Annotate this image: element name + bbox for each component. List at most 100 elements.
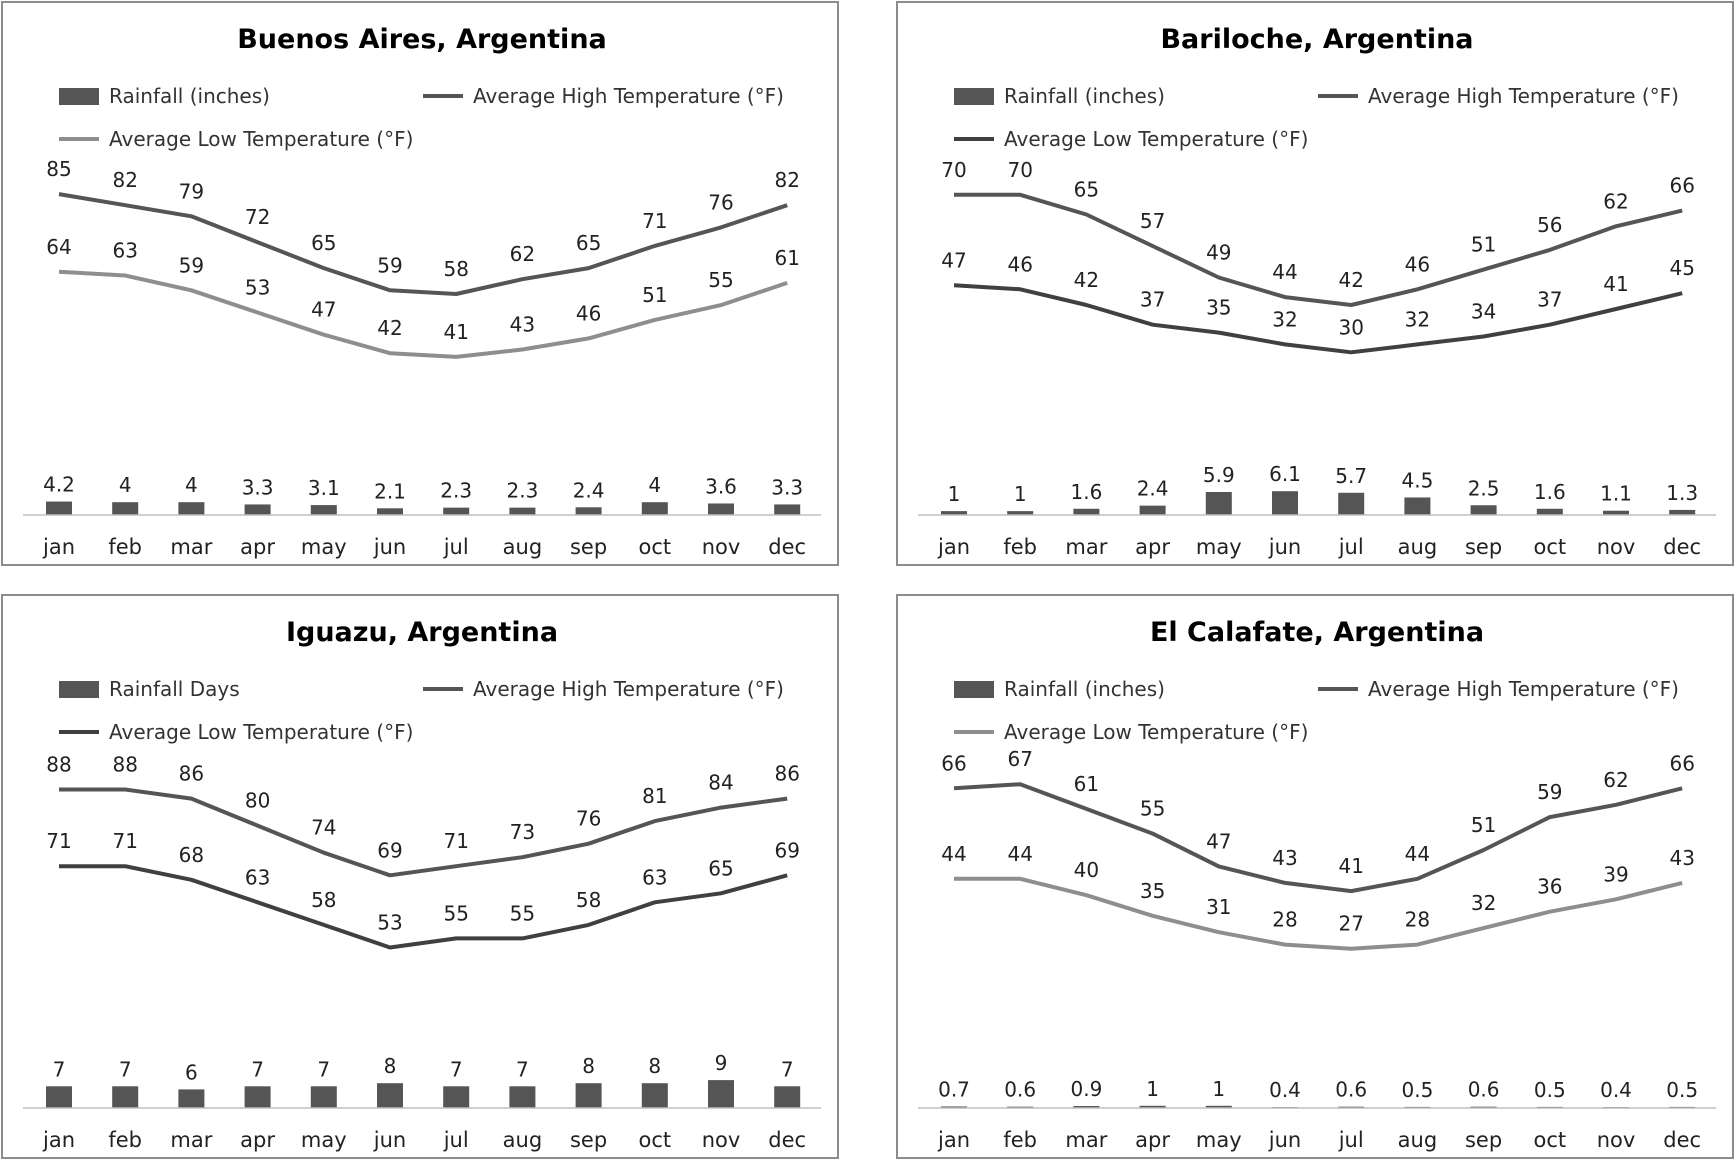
x-tick-apr: apr [240, 535, 275, 559]
bar-may [1205, 491, 1232, 515]
legend-label-average-low-temperature-f: Average Low Temperature (°F) [1004, 720, 1308, 744]
point-label-average-low-temperature-f-dec: 43 [1669, 846, 1694, 870]
bar-jan [46, 501, 72, 515]
point-label-average-high-temperature-f-jun: 69 [377, 838, 402, 862]
x-tick-jan: jan [42, 1128, 75, 1152]
x-tick-sep: sep [1465, 535, 1502, 559]
bar-may [310, 1086, 337, 1108]
point-label-average-low-temperature-f-sep: 34 [1471, 300, 1496, 324]
bar-feb [1007, 511, 1034, 515]
x-tick-nov: nov [702, 535, 741, 559]
x-tick-jul: jul [443, 1128, 469, 1152]
x-tick-sep: sep [570, 535, 607, 559]
point-label-average-high-temperature-f-nov: 62 [1603, 768, 1628, 792]
bar-label-mar: 4 [185, 473, 198, 497]
bar-label-may: 5.9 [1203, 463, 1235, 487]
line-average-low-temperature-f [59, 864, 788, 950]
point-label-average-high-temperature-f-dec: 82 [774, 168, 799, 192]
bar-label-jul: 5.7 [1335, 464, 1367, 488]
legend-label-rainfall-inches: Rainfall (inches) [109, 84, 270, 108]
bar-aug [509, 507, 536, 515]
point-label-average-high-temperature-f-jul: 41 [1338, 854, 1363, 878]
chart-iguazu: Iguazu, Argentina Rainfall Days Average Hi… [23, 617, 821, 1152]
bar-jul [1338, 492, 1365, 515]
bar-label-aug: 2.3 [506, 479, 538, 503]
point-label-average-high-temperature-f-nov: 62 [1603, 189, 1628, 213]
x-tick-jan: jan [937, 1128, 970, 1152]
bar-label-mar: 1.6 [1070, 480, 1102, 504]
bar-jan [941, 511, 967, 515]
x-tick-apr: apr [1135, 535, 1170, 559]
x-tick-jun: jun [1268, 1128, 1301, 1152]
chart-panel-buenos-aires: Buenos Aires, Argentina Rainfall (inches)… [1, 1, 839, 566]
point-label-average-low-temperature-f-may: 31 [1206, 895, 1231, 919]
legend-swatch-rainfall-inches [954, 681, 994, 698]
point-label-average-low-temperature-f-nov: 55 [708, 268, 733, 292]
point-label-average-low-temperature-f-jul: 55 [443, 901, 468, 925]
bar-jul [443, 507, 470, 515]
line-average-low-temperature-f [954, 876, 1683, 951]
point-label-average-high-temperature-f-jun: 59 [377, 253, 402, 277]
bar-oct [1536, 508, 1563, 515]
point-label-average-low-temperature-f-dec: 61 [774, 246, 799, 270]
bar-label-mar: 0.9 [1070, 1077, 1102, 1101]
bar-nov [708, 503, 734, 515]
line-average-high-temperature-f [954, 192, 1683, 307]
x-tick-mar: mar [1065, 1128, 1107, 1152]
bar-apr [1139, 505, 1166, 515]
point-label-average-high-temperature-f-jul: 58 [443, 257, 468, 281]
x-tick-aug: aug [503, 1128, 543, 1152]
chart-bariloche: Bariloche, Argentina Rainfall (inches) Ave… [918, 24, 1716, 559]
point-label-average-low-temperature-f-jan: 44 [941, 842, 966, 866]
chart-el-calafate: El Calafate, Argentina Rainfall (inches) A… [918, 617, 1716, 1152]
point-label-average-low-temperature-f-nov: 39 [1603, 862, 1628, 886]
point-label-average-high-temperature-f-aug: 44 [1405, 842, 1430, 866]
point-label-average-high-temperature-f-feb: 67 [1007, 747, 1032, 771]
bar-label-dec: 0.5 [1666, 1078, 1698, 1102]
x-tick-oct: oct [1533, 535, 1566, 559]
legend-swatch-rainfall-inches [954, 88, 994, 105]
bar-jun [377, 1083, 403, 1108]
legend-label-rainfall-days: Rainfall Days [109, 677, 240, 701]
line-average-high-temperature-f [953, 782, 1683, 894]
bar-mar [1073, 508, 1100, 515]
point-label-average-high-temperature-f-sep: 76 [576, 807, 601, 831]
point-label-average-low-temperature-f-jan: 64 [46, 235, 71, 259]
legend-label-rainfall-inches: Rainfall (inches) [1004, 84, 1165, 108]
point-label-average-low-temperature-f-jul: 30 [1338, 315, 1363, 339]
x-tick-may: may [301, 535, 347, 559]
bar-label-sep: 2.5 [1468, 476, 1500, 500]
point-label-average-low-temperature-f-jul: 27 [1338, 912, 1363, 936]
bar-oct [641, 1083, 668, 1108]
point-label-average-high-temperature-f-may: 47 [1206, 829, 1231, 853]
point-label-average-high-temperature-f-may: 49 [1206, 240, 1231, 264]
chart-title: Buenos Aires, Argentina [237, 24, 607, 55]
x-tick-nov: nov [702, 1128, 741, 1152]
bar-label-dec: 7 [781, 1057, 794, 1081]
bar-label-dec: 1.3 [1666, 481, 1698, 505]
point-label-average-low-temperature-f-sep: 46 [576, 301, 601, 325]
x-tick-mar: mar [1065, 535, 1107, 559]
point-label-average-low-temperature-f-dec: 69 [774, 838, 799, 862]
legend-swatch-rainfall-days [59, 681, 99, 698]
x-tick-sep: sep [570, 1128, 607, 1152]
bar-feb [112, 502, 139, 515]
point-label-average-low-temperature-f-sep: 58 [576, 888, 601, 912]
bar-label-feb: 1 [1014, 482, 1027, 506]
bar-label-oct: 1.6 [1534, 480, 1566, 504]
legend-label-average-low-temperature-f: Average Low Temperature (°F) [109, 127, 413, 151]
x-tick-apr: apr [240, 1128, 275, 1152]
bar-label-nov: 1.1 [1600, 482, 1632, 506]
point-label-average-low-temperature-f-aug: 32 [1405, 307, 1430, 331]
point-label-average-low-temperature-f-jan: 71 [46, 829, 71, 853]
point-label-average-low-temperature-f-nov: 65 [708, 856, 733, 880]
x-tick-dec: dec [1663, 535, 1701, 559]
legend-label-average-high-temperature-f: Average High Temperature (°F) [1368, 84, 1679, 108]
x-tick-feb: feb [1003, 535, 1037, 559]
point-label-average-low-temperature-f-feb: 63 [112, 239, 137, 263]
bar-aug [1404, 497, 1431, 515]
line-average-low-temperature-f [58, 269, 788, 359]
bar-label-apr: 3.3 [242, 475, 274, 499]
point-label-average-high-temperature-f-jun: 43 [1272, 846, 1297, 870]
point-label-average-low-temperature-f-dec: 45 [1669, 256, 1694, 280]
